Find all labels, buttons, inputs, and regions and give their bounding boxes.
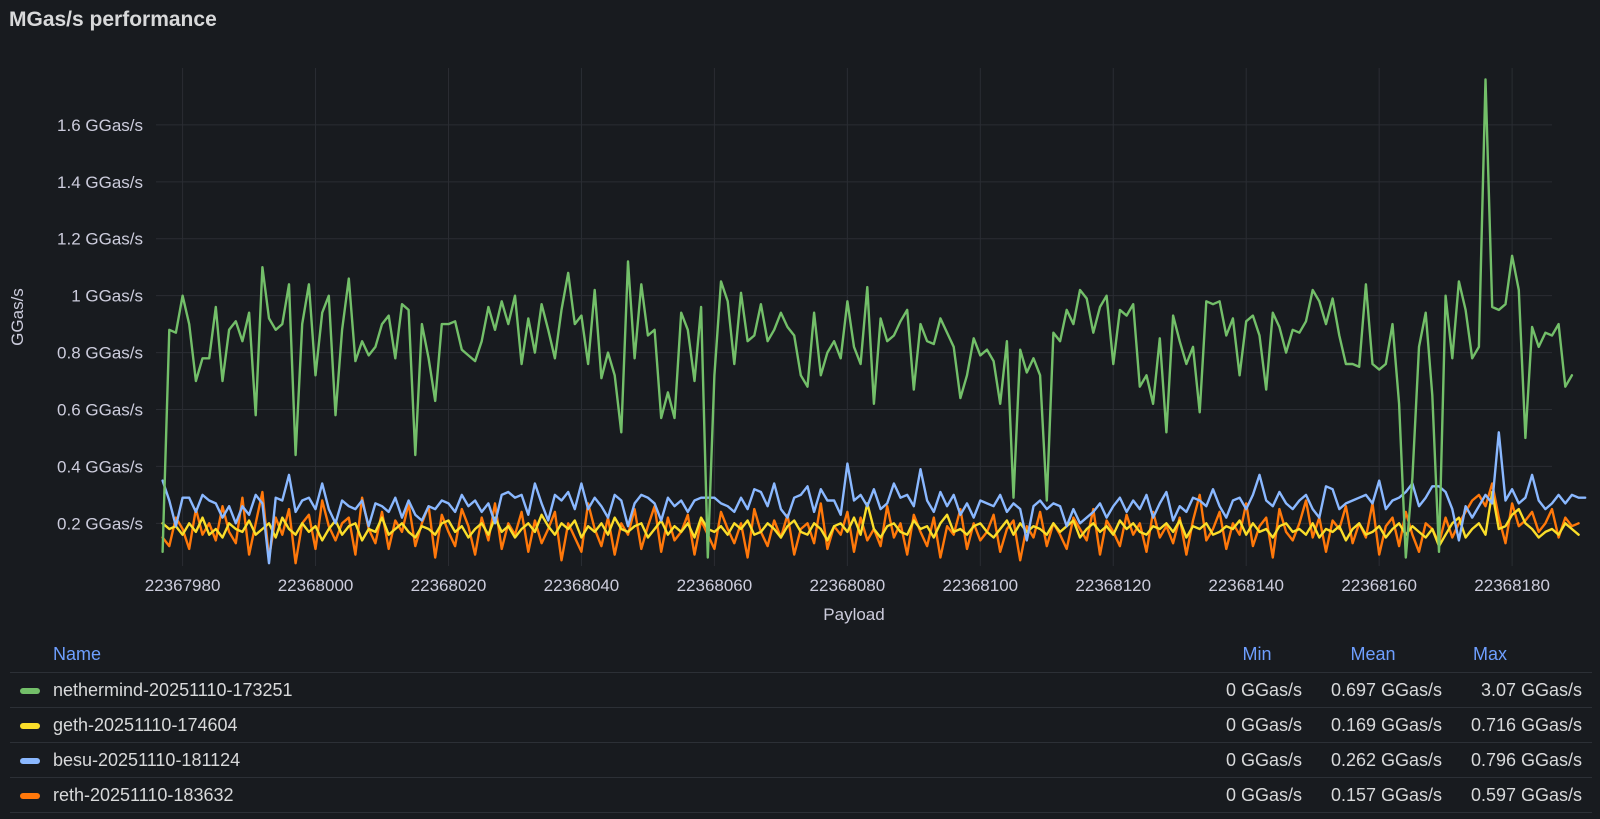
legend-max-value: 0.597 GGas/s — [1470, 785, 1582, 805]
legend-header-min[interactable]: Min — [1242, 644, 1272, 664]
x-tick-label: 22368020 — [411, 576, 487, 595]
y-tick-label: 0.4 GGas/s — [57, 457, 143, 476]
legend-mean-value: 0.697 GGas/s — [1330, 680, 1442, 700]
legend-max-value: 0.796 GGas/s — [1470, 750, 1582, 770]
legend-header-max[interactable]: Max — [1472, 644, 1507, 664]
x-tick-label: 22368180 — [1474, 576, 1550, 595]
legend-header: Name Min Mean Max — [10, 638, 1592, 673]
legend-min-value: 0 GGas/s — [1225, 680, 1302, 700]
y-tick-label: 1.4 GGas/s — [57, 173, 143, 192]
series-color-swatch[interactable] — [20, 723, 40, 729]
y-tick-label: 0.8 GGas/s — [57, 344, 143, 363]
series-color-swatch[interactable] — [20, 793, 40, 799]
x-tick-label: 22368100 — [942, 576, 1018, 595]
y-axis-title: GGas/s — [8, 288, 27, 346]
legend-min-value: 0 GGas/s — [1225, 750, 1302, 770]
y-tick-label: 0.6 GGas/s — [57, 400, 143, 419]
legend-series-name[interactable]: reth-20251110-183632 — [53, 785, 234, 805]
legend-mean-value: 0.262 GGas/s — [1330, 750, 1442, 770]
legend-max-value: 3.07 GGas/s — [1480, 680, 1582, 700]
series-color-swatch[interactable] — [20, 688, 40, 694]
legend-min-value: 0 GGas/s — [1225, 715, 1302, 735]
legend-mean-value: 0.157 GGas/s — [1330, 785, 1442, 805]
y-tick-label: 1 GGas/s — [71, 287, 143, 306]
line-chart: 0.2 GGas/s 0.4 GGas/s 0.6 GGas/s 0.8 GGas/s… — [8, 68, 1587, 624]
series-line-geth — [161, 490, 1580, 548]
series-line-nethermind — [161, 78, 1574, 559]
legend-header-name[interactable]: Name — [53, 644, 102, 664]
y-tick-label: 1.6 GGas/s — [57, 116, 143, 135]
legend-header-mean[interactable]: Mean — [1350, 644, 1396, 664]
legend-row-nethermind[interactable]: nethermind-20251110-173251 0 GGas/s 0.69… — [10, 673, 1592, 708]
legend-mean-value: 0.169 GGas/s — [1330, 715, 1442, 735]
legend-min-value: 0 GGas/s — [1225, 785, 1302, 805]
y-tick-label: 1.2 GGas/s — [57, 230, 143, 249]
series-line-besu — [161, 431, 1587, 565]
legend-row-geth[interactable]: geth-20251110-174604 0 GGas/s 0.169 GGas… — [10, 708, 1592, 743]
panel-title[interactable]: MGas/s performance — [9, 8, 217, 31]
legend-series-name[interactable]: nethermind-20251110-173251 — [53, 680, 293, 700]
x-tick-label: 22368000 — [278, 576, 354, 595]
x-axis-title: Payload — [823, 605, 884, 624]
x-tick-label: 22368160 — [1341, 576, 1417, 595]
series-color-swatch[interactable] — [20, 758, 40, 764]
legend-series-name[interactable]: besu-20251110-181124 — [53, 750, 241, 770]
legend-table: Name Min Mean Max nethermind-20251110-17… — [10, 638, 1592, 813]
x-tick-label: 22367980 — [145, 576, 221, 595]
legend-row-besu[interactable]: besu-20251110-181124 0 GGas/s 0.262 GGas… — [10, 743, 1592, 778]
x-tick-label: 22368080 — [810, 576, 886, 595]
x-tick-label: 22368060 — [677, 576, 753, 595]
legend-max-value: 0.716 GGas/s — [1470, 715, 1582, 735]
x-tick-label: 22368040 — [544, 576, 620, 595]
y-tick-label: 0.2 GGas/s — [57, 514, 143, 533]
legend-series-name[interactable]: geth-20251110-174604 — [53, 715, 238, 735]
x-tick-label: 22368140 — [1208, 576, 1284, 595]
legend-row-reth[interactable]: reth-20251110-183632 0 GGas/s 0.157 GGas… — [10, 778, 1592, 813]
x-tick-label: 22368120 — [1075, 576, 1151, 595]
